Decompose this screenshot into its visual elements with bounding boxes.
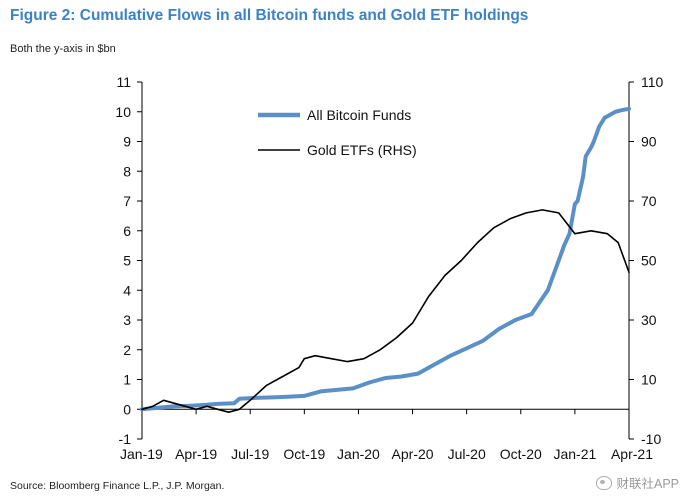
x-tick-label: Jul-19 xyxy=(231,446,269,462)
watermark-text: 财联社APP xyxy=(616,477,679,491)
y-right-tick-label: 10 xyxy=(641,372,657,388)
y-left-tick-label: 0 xyxy=(123,401,131,417)
y-right-tick-label: -10 xyxy=(641,431,661,447)
series-line-gold xyxy=(141,209,630,413)
chart-lines xyxy=(140,106,631,413)
y-left-tick-label: 5 xyxy=(123,253,131,269)
y-right-tick-label: 110 xyxy=(641,74,664,90)
x-tick-label: Oct-19 xyxy=(283,446,325,462)
y-left-tick-label: 6 xyxy=(123,223,131,239)
x-tick-label: Jan-19 xyxy=(120,446,163,462)
y-left-tick-label: 4 xyxy=(123,282,131,298)
y-left-tick-label: -1 xyxy=(119,431,132,447)
y-right-tick-label: 70 xyxy=(641,193,657,209)
x-tick-label: Apr-21 xyxy=(611,446,653,462)
watermark: 财联社APP xyxy=(596,473,679,492)
y-left-tick-label: 9 xyxy=(123,134,131,150)
y-left-tick-label: 8 xyxy=(123,163,131,179)
weibo-logo-icon xyxy=(596,475,613,490)
x-tick-label: Jan-20 xyxy=(337,446,380,462)
source-note: Source: Bloomberg Finance L.P., J.P. Mor… xyxy=(10,480,225,492)
legend-label: All Bitcoin Funds xyxy=(307,107,411,123)
chart-legend: All Bitcoin Funds Gold ETFs (RHS) xyxy=(258,107,417,158)
axis-note: Both the y-axis in $bn xyxy=(10,43,116,55)
y-left-tick-label: 1 xyxy=(123,372,131,388)
y-right-tick-label: 50 xyxy=(641,253,657,269)
y-right-tick-label: 90 xyxy=(641,134,657,150)
page-title: Figure 2: Cumulative Flows in all Bitcoi… xyxy=(10,7,529,24)
y-left-tick-label: 10 xyxy=(115,104,131,120)
y-left-tick-label: 11 xyxy=(116,74,131,90)
y-right-tick-label: 30 xyxy=(641,312,657,328)
y-left-tick-label: 3 xyxy=(123,312,131,328)
x-tick-label: Apr-20 xyxy=(392,446,434,462)
legend-label: Gold ETFs (RHS) xyxy=(307,142,417,158)
x-tick-label: Apr-19 xyxy=(175,446,217,462)
x-tick-label: Oct-20 xyxy=(500,446,542,462)
series-line-bitcoin xyxy=(140,106,631,412)
y-left-tick-label: 7 xyxy=(123,193,131,209)
x-tick-label: Jul-20 xyxy=(448,446,486,462)
x-tick-label: Jan-21 xyxy=(553,446,596,462)
y-left-tick-label: 2 xyxy=(123,342,131,358)
